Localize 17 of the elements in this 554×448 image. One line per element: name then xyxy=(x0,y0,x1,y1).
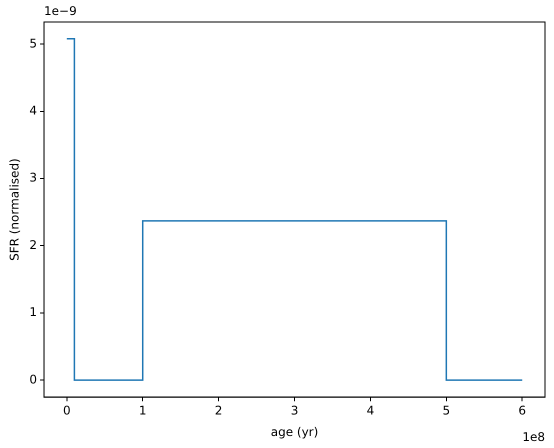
y-tick-label: 3 xyxy=(29,170,38,185)
text: 1e8 xyxy=(522,430,545,444)
x-tick-label: 4 xyxy=(366,404,374,418)
text: 1e−9 xyxy=(44,4,77,18)
x-tick-label: 6 xyxy=(518,404,526,418)
y-tick-label: 4 xyxy=(29,103,38,118)
y-axis-title: SFR (normalised) xyxy=(7,158,22,261)
y-tick-label: 2 xyxy=(29,238,38,252)
y-tick-label: 0 xyxy=(29,372,38,386)
y-tick-label: 5 xyxy=(29,36,38,50)
x-tick-label: 2 xyxy=(214,404,222,418)
x-tick-label: 5 xyxy=(442,404,450,418)
x-tick-label: 3 xyxy=(290,404,298,418)
x-tick-label: 1 xyxy=(138,404,147,418)
x-tick-label: 0 xyxy=(62,404,71,418)
y-tick-label: 1 xyxy=(29,305,38,320)
x-axis-title: age (yr) xyxy=(270,424,318,439)
